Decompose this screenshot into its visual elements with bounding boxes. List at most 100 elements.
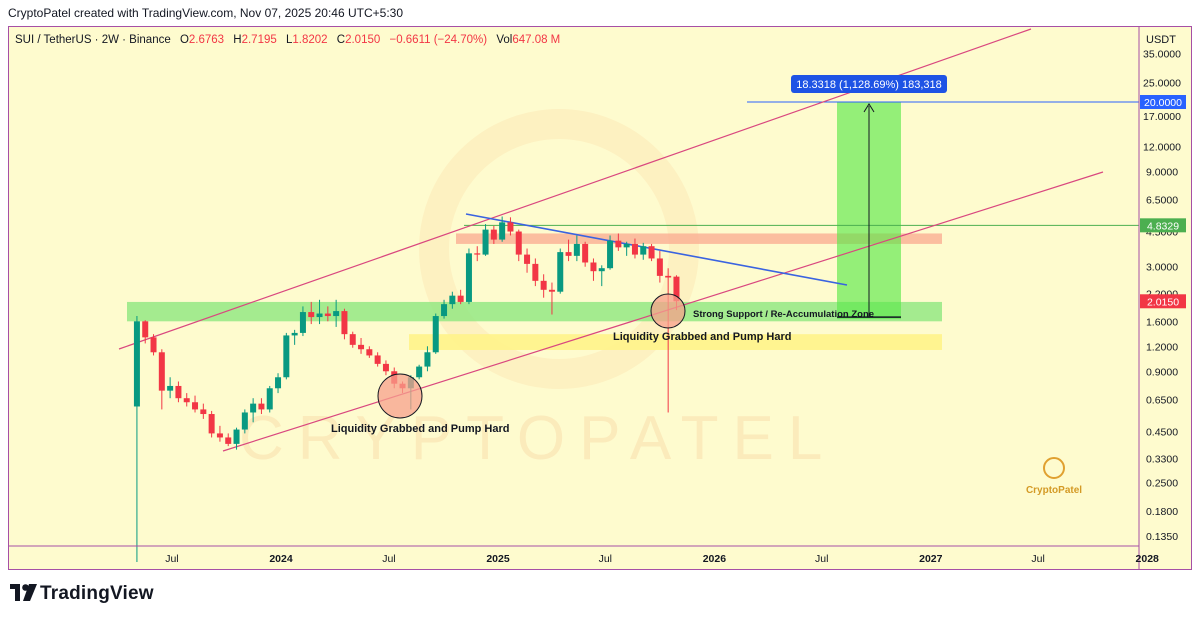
candle-body <box>524 254 531 264</box>
watermark-text: CRYPTOPATEL <box>239 404 836 473</box>
overlays-layer: 18.3318 (1,128.69%) 183,318 Strong Suppor… <box>331 75 947 435</box>
legend-close-label: C <box>337 34 345 46</box>
candle-body <box>366 349 373 356</box>
watermark-ring <box>419 109 699 389</box>
candle-body <box>507 222 514 232</box>
tradingview-brand: TradingView <box>40 583 154 604</box>
candle-body <box>615 240 622 248</box>
support-zone-label: Strong Support / Re-Accumulation Zone <box>693 309 874 320</box>
candle <box>183 393 190 407</box>
price-tick-label: 0.9000 <box>1146 366 1178 378</box>
price-badge-label: 2.0150 <box>1147 296 1179 308</box>
candle-body <box>142 321 149 338</box>
candle-body <box>316 313 323 318</box>
candle-body <box>158 352 165 391</box>
chart-canvas[interactable]: CRYPTOPATEL 18.3318 (1,128.69%) 183,318 S… <box>9 27 1193 571</box>
support-zone <box>127 301 942 322</box>
candle <box>482 224 489 256</box>
candle-body <box>324 313 331 317</box>
price-badge-label: 4.8329 <box>1147 220 1179 232</box>
candle <box>515 229 522 262</box>
candle <box>582 241 589 267</box>
candle-body <box>623 243 630 248</box>
candle-body <box>299 312 306 333</box>
price-tick-label: 0.4500 <box>1146 426 1178 438</box>
candle <box>598 265 605 287</box>
legend-symbol: SUI / TetherUS · 2W · Binance <box>15 34 171 46</box>
candle <box>540 274 547 298</box>
candle <box>449 291 456 309</box>
candle-body <box>150 337 157 353</box>
target-label-bg <box>791 75 947 93</box>
currency-label[interactable]: USDT <box>1146 34 1176 46</box>
candle <box>382 360 389 376</box>
liquidity-circle-right <box>650 293 686 329</box>
svg-text:SUI / TetherUS · 2W · Binance: SUI / TetherUS · 2W · Binance O2.6763 H2… <box>15 34 560 46</box>
candle <box>142 320 149 344</box>
time-tick-label: Jul <box>815 553 828 565</box>
candle <box>573 235 580 262</box>
price-axis[interactable]: USDT 35.0000 25.0000 17.0000 12.0000 9.0000 6… <box>1138 27 1186 571</box>
legend-open: 2.6763 <box>189 34 224 46</box>
lower-liquidity-zone <box>409 334 942 350</box>
candle <box>374 352 381 367</box>
time-tick-label: Jul <box>165 553 178 565</box>
candle-body <box>449 295 456 305</box>
candle-body <box>598 268 605 272</box>
candle <box>465 248 472 305</box>
candles-layer <box>133 216 680 563</box>
liquidity-circle-left <box>377 373 423 419</box>
candle <box>225 433 232 447</box>
candle-body <box>341 311 348 335</box>
time-tick-label: 2025 <box>486 553 510 565</box>
time-axis[interactable]: Jul 2024 Jul 2025 Jul 2026 Jul 2027 Jul 2028 <box>9 545 1159 565</box>
candle-body <box>275 377 282 389</box>
candle-body <box>416 366 423 378</box>
candle <box>631 238 638 259</box>
candle-body <box>465 253 472 302</box>
candle-body <box>291 332 298 336</box>
price-tick-label: 0.1350 <box>1146 531 1178 543</box>
projection-arrowhead <box>863 103 875 113</box>
legend-low-label: L <box>286 34 293 46</box>
liquidity-label-right: Liquidity Grabbed and Pump Hard <box>613 331 791 343</box>
candle-body <box>582 243 589 263</box>
candle <box>208 410 215 438</box>
price-tick-label: 9.0000 <box>1146 166 1178 178</box>
chart-frame[interactable]: CRYPTOPATEL 18.3318 (1,128.69%) 183,318 S… <box>8 26 1193 571</box>
price-tick-label: 35.0000 <box>1143 48 1181 60</box>
price-badge-bg <box>1140 294 1186 309</box>
candle <box>150 334 157 356</box>
candle <box>200 403 207 419</box>
price-tick-label: 0.3300 <box>1146 453 1178 465</box>
candle <box>133 316 140 563</box>
price-badge: 20.0000 <box>1140 95 1186 109</box>
candle <box>565 239 572 262</box>
candle-body <box>474 253 481 255</box>
time-tick-label: 2026 <box>703 553 727 565</box>
candle <box>607 235 614 270</box>
candle <box>258 398 265 415</box>
resistance-zone <box>456 233 942 244</box>
cryptopatel-logo-icon <box>1043 457 1065 479</box>
candle-body <box>482 229 489 255</box>
candle-body <box>216 433 223 438</box>
candle-body <box>233 429 240 444</box>
time-tick-label: Jul <box>599 553 612 565</box>
liquidity-label-left: Liquidity Grabbed and Pump Hard <box>331 423 509 435</box>
legend-low: 1.8202 <box>292 34 327 46</box>
candle <box>507 217 514 236</box>
candle <box>158 349 165 410</box>
candle-body <box>175 385 182 399</box>
candle-body <box>308 312 315 318</box>
candle-body <box>167 385 174 391</box>
candle <box>366 346 373 358</box>
candle-body <box>349 334 356 345</box>
price-tick-label: 12.0000 <box>1143 141 1181 153</box>
candle-body <box>499 222 506 240</box>
footer: TradingView <box>0 570 1200 619</box>
candle <box>241 409 248 434</box>
ohlc-legend: SUI / TetherUS · 2W · Binance O2.6763 H2… <box>15 34 560 46</box>
legend-change: −0.6611 (−24.70%) <box>389 34 487 46</box>
